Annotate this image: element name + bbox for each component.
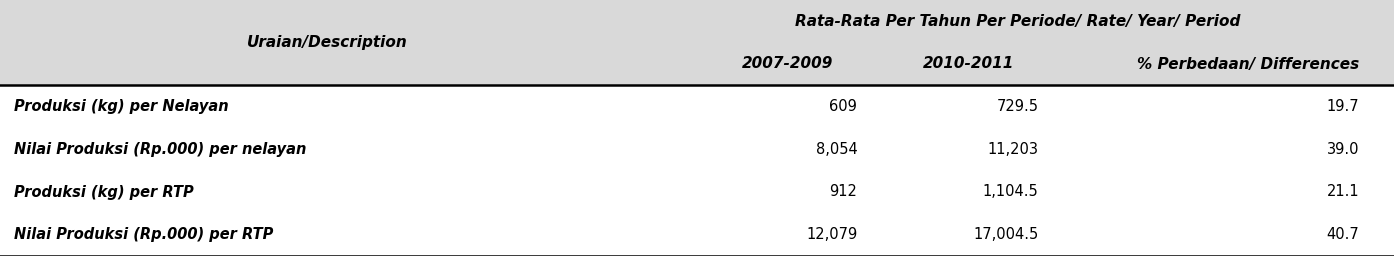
Text: Nilai Produksi (Rp.000) per nelayan: Nilai Produksi (Rp.000) per nelayan — [14, 142, 307, 157]
Text: 39.0: 39.0 — [1327, 142, 1359, 157]
Text: Produksi (kg) per Nelayan: Produksi (kg) per Nelayan — [14, 99, 229, 114]
Bar — [0, 128, 1394, 171]
Text: 8,054: 8,054 — [815, 142, 857, 157]
Bar — [0, 171, 1394, 213]
Text: 912: 912 — [829, 185, 857, 199]
Text: 19.7: 19.7 — [1327, 99, 1359, 114]
Text: 21.1: 21.1 — [1327, 185, 1359, 199]
Text: 609: 609 — [829, 99, 857, 114]
Bar — [0, 213, 1394, 256]
Text: 2010-2011: 2010-2011 — [923, 57, 1015, 71]
Bar — [0, 85, 1394, 128]
Text: 1,104.5: 1,104.5 — [983, 185, 1039, 199]
Text: 2007-2009: 2007-2009 — [742, 57, 834, 71]
Text: Rata-Rata Per Tahun Per Periode/ Rate/ Year/ Period: Rata-Rata Per Tahun Per Periode/ Rate/ Y… — [795, 14, 1241, 29]
Text: 729.5: 729.5 — [997, 99, 1039, 114]
Text: 17,004.5: 17,004.5 — [973, 227, 1039, 242]
Text: Produksi (kg) per RTP: Produksi (kg) per RTP — [14, 185, 194, 199]
Text: % Perbedaan/ Differences: % Perbedaan/ Differences — [1136, 57, 1359, 71]
Text: 12,079: 12,079 — [806, 227, 857, 242]
Bar — [0, 0, 1394, 85]
Text: Nilai Produksi (Rp.000) per RTP: Nilai Produksi (Rp.000) per RTP — [14, 227, 273, 242]
Text: Uraian/Description: Uraian/Description — [247, 35, 408, 50]
Text: 40.7: 40.7 — [1327, 227, 1359, 242]
Text: 11,203: 11,203 — [987, 142, 1039, 157]
